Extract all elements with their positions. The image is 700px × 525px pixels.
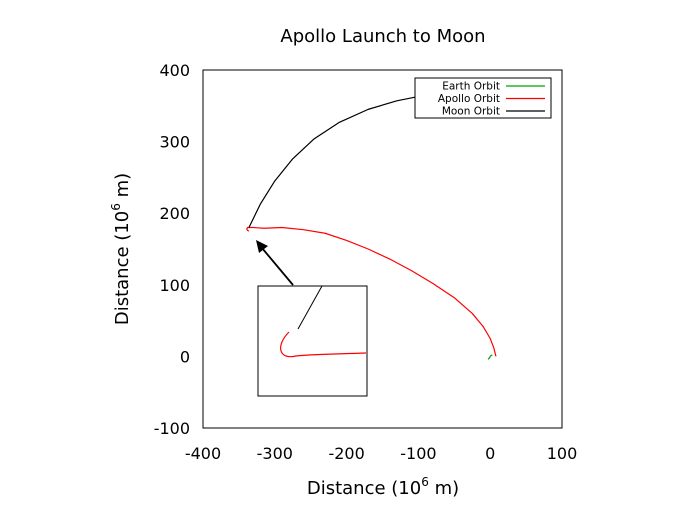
x-tick-label: -400: [185, 444, 221, 463]
legend-label: Apollo Orbit: [438, 93, 500, 105]
inset-zoom-panel: [257, 285, 368, 397]
series-apollo-orbit: [246, 226, 497, 357]
y-axis-label: Distance (106 m): [109, 173, 133, 325]
legend-label: Earth Orbit: [442, 81, 500, 93]
zoom-arrow: [256, 240, 294, 286]
plot-area: [202, 69, 563, 429]
x-tick-label: -100: [400, 444, 436, 463]
x-axis-label: Distance (106 m): [307, 475, 459, 499]
series-earth-orbit: [487, 354, 493, 360]
x-tick-label: -300: [257, 444, 293, 463]
y-tick-label: 300: [159, 133, 190, 152]
x-axis: -400 -300 -200 -100 0 100: [185, 444, 577, 463]
x-tick-label: -200: [328, 444, 364, 463]
chart-title: Apollo Launch to Moon: [280, 26, 485, 47]
inset-moon-orbit: [297, 285, 323, 330]
legend-label: Moon Orbit: [442, 106, 500, 118]
y-tick-label: 400: [159, 61, 190, 80]
y-tick-label: 200: [159, 204, 190, 223]
y-tick-label: 0: [180, 347, 190, 366]
x-tick-label: 100: [547, 444, 578, 463]
y-axis: -100 0 100 200 300 400: [154, 61, 190, 438]
y-tick-label: 100: [159, 276, 190, 295]
y-tick-label: -100: [154, 419, 190, 438]
inset-frame: [257, 285, 368, 397]
inset-apollo-orbit: [280, 331, 367, 358]
x-tick-label: 0: [485, 444, 495, 463]
